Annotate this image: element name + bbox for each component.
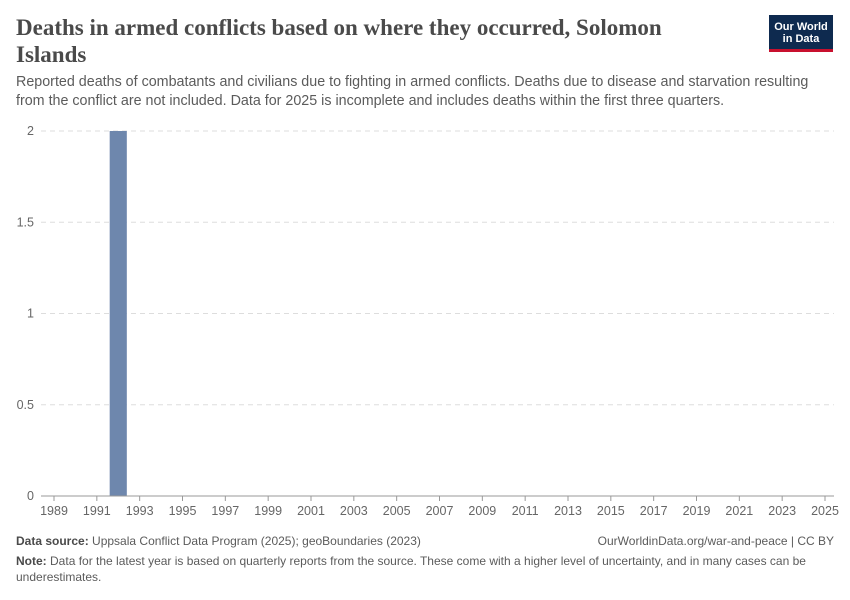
y-tick-label: 2 <box>27 124 34 138</box>
source-text: Uppsala Conflict Data Program (2025); ge… <box>92 534 421 548</box>
x-tick-label: 2003 <box>340 504 368 518</box>
chart-note: Note: Data for the latest year is based … <box>16 553 834 585</box>
x-tick-label: 2007 <box>426 504 454 518</box>
x-tick-label: 2017 <box>640 504 668 518</box>
y-tick-label: 1 <box>27 307 34 321</box>
x-tick-label: 2001 <box>297 504 325 518</box>
note-label: Note: <box>16 554 47 568</box>
x-tick-label: 1989 <box>40 504 68 518</box>
x-tick-label: 2011 <box>512 504 539 518</box>
x-tick-label: 1995 <box>169 504 197 518</box>
y-tick-label: 0.5 <box>17 398 34 412</box>
logo-line-2: in Data <box>782 33 820 45</box>
x-tick-label: 2023 <box>768 504 796 518</box>
y-tick-label: 0 <box>27 489 34 503</box>
x-tick-label: 1993 <box>126 504 154 518</box>
chart-subtitle: Reported deaths of combatants and civili… <box>16 74 809 109</box>
note-text: Data for the latest year is based on qua… <box>16 554 806 584</box>
y-tick-label: 1.5 <box>17 215 34 229</box>
x-tick-label: 1999 <box>254 504 282 518</box>
x-tick-label: 2015 <box>597 504 625 518</box>
x-tick-label: 2005 <box>383 504 411 518</box>
chart-title: Deaths in armed conflicts based on where… <box>16 15 662 67</box>
owid-logo[interactable]: Our World in Data <box>769 15 833 52</box>
data-source: Data source: Uppsala Conflict Data Progr… <box>16 533 834 549</box>
x-tick-label: 1997 <box>211 504 239 518</box>
x-tick-label: 2009 <box>468 504 496 518</box>
x-tick-label: 2013 <box>554 504 582 518</box>
data-bar <box>109 131 127 496</box>
x-tick-label: 2019 <box>683 504 711 518</box>
logo-line-1: Our World <box>774 21 828 33</box>
source-label: Data source: <box>16 534 89 548</box>
source-url-link[interactable]: OurWorldinData.org/war-and-peace | CC BY <box>597 534 834 548</box>
x-tick-label: 2025 <box>811 504 839 518</box>
x-tick-label: 1991 <box>83 504 111 518</box>
bar-chart: 0 0.5 1 1.5 2 1989 1991 1993 1995 1997 1999 2001 200… <box>17 124 839 518</box>
x-tick-label: 2021 <box>725 504 753 518</box>
